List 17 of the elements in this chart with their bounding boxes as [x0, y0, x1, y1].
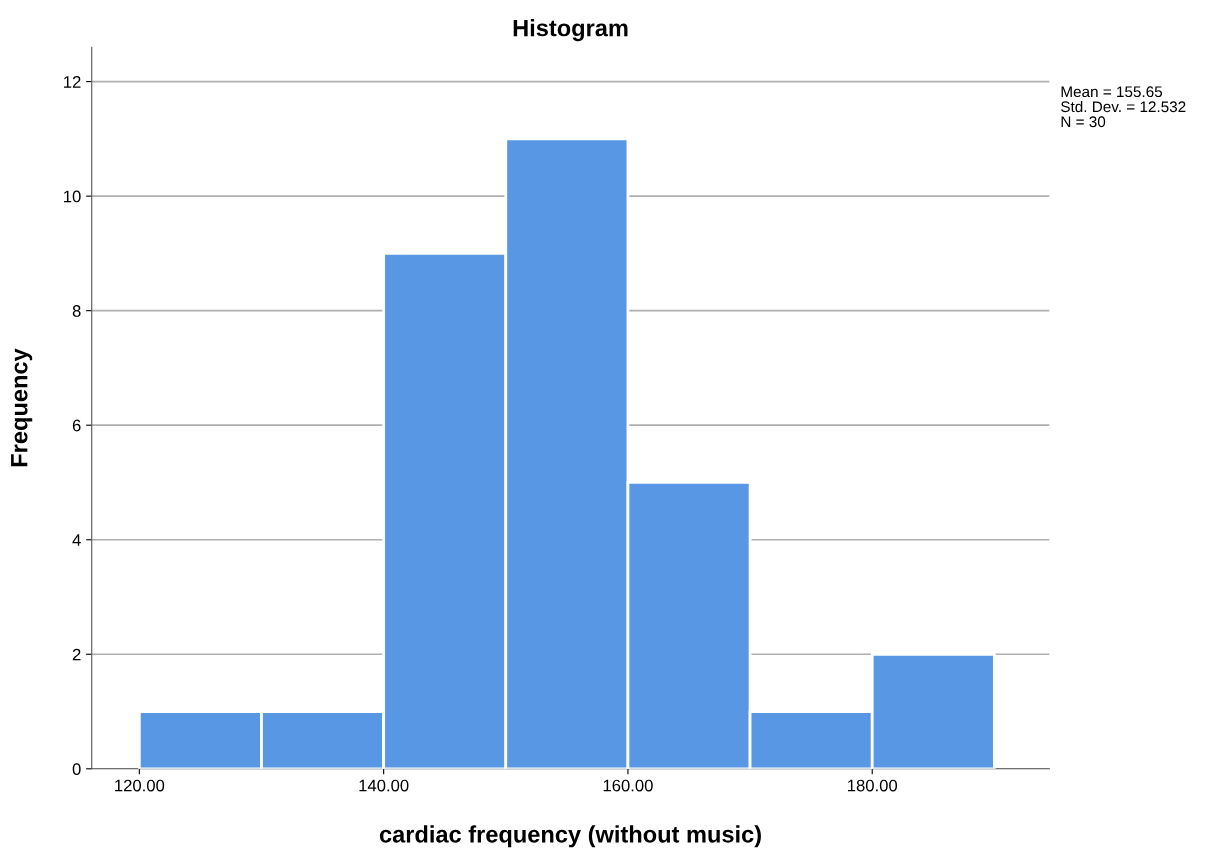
y-tick-label: 6 [72, 419, 81, 432]
text: Mean = 155.65 [1061, 86, 1163, 98]
y-tick-label: 8 [72, 305, 81, 317]
y-tick-label: 2 [72, 648, 81, 661]
chart-title: Histogram [513, 19, 628, 42]
x-tick-label: 160.00 [603, 779, 653, 792]
y-axis-title: Frequency [11, 348, 33, 467]
y-tick-label: 10 [64, 190, 81, 203]
x-tick-label: 180.00 [848, 779, 898, 792]
y-tick-label: 4 [72, 534, 81, 546]
y-tick-label: 12 [64, 76, 81, 88]
x-tick-label: 140.00 [359, 779, 409, 792]
text: N = 30 [1061, 116, 1106, 128]
text: Std. Dev. = 12.532 [1061, 100, 1186, 113]
y-tick-label: 0 [72, 763, 81, 776]
x-axis-title: cardiac frequency (without music) [379, 825, 761, 848]
x-tick-label: 120.00 [115, 779, 165, 792]
